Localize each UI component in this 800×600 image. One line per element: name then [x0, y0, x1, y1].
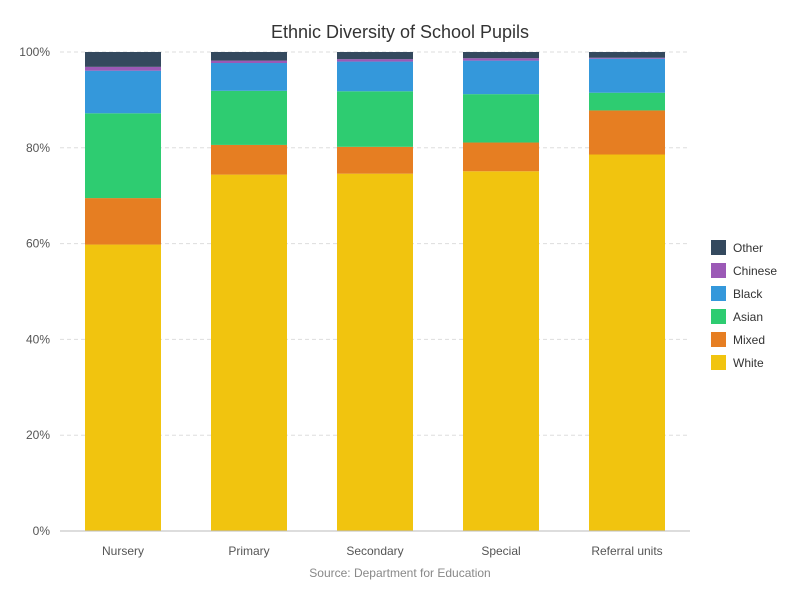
legend-label: Mixed [733, 333, 765, 347]
legend-label: Chinese [733, 264, 777, 278]
x-tick-label: Primary [228, 544, 269, 558]
bar-segment-white [211, 174, 287, 531]
bar-segment-white [589, 154, 665, 532]
bar-segment-chinese [337, 59, 413, 62]
bar-segment-black [337, 61, 413, 92]
legend-swatch-chinese [711, 263, 726, 278]
x-tick-label: Special [481, 544, 520, 558]
bar-segment-white [337, 173, 413, 531]
y-tick-label: 40% [26, 332, 50, 346]
bar-segment-black [211, 63, 287, 91]
legend-label: Other [733, 241, 763, 255]
legend-label: Black [733, 287, 763, 301]
x-tick-label: Secondary [346, 544, 403, 558]
bar-segment-asian [211, 90, 287, 145]
bar-segment-other [337, 52, 413, 60]
bar-segment-other [211, 52, 287, 61]
y-tick-label: 60% [26, 237, 50, 251]
bar-segment-asian [337, 91, 413, 147]
legend-swatch-white [711, 355, 726, 370]
bar-segment-other [463, 52, 539, 59]
legend-swatch-mixed [711, 332, 726, 347]
legend-swatch-asian [711, 309, 726, 324]
bar-segment-chinese [85, 66, 161, 71]
bar-segment-mixed [337, 146, 413, 174]
legend: Other Chinese Black Asian Mixed White [711, 240, 777, 370]
y-axis-ticks: 0% 20% 40% 60% 80% 100% [19, 45, 50, 538]
bar-segment-other [85, 52, 161, 67]
bar-segment-asian [85, 113, 161, 199]
legend-swatch-other [711, 240, 726, 255]
legend-label: Asian [733, 310, 763, 324]
bars [85, 52, 665, 532]
source-note: Source: Department for Education [309, 566, 490, 580]
x-tick-label: Referral units [591, 544, 662, 558]
bar-segment-chinese [211, 60, 287, 64]
bar-segment-chinese [463, 58, 539, 61]
chart-title: Ethnic Diversity of School Pupils [271, 22, 529, 42]
y-tick-label: 0% [33, 524, 51, 538]
bar-segment-asian [463, 94, 539, 143]
y-tick-label: 100% [19, 45, 50, 59]
bar-segment-mixed [589, 110, 665, 155]
bar-segment-other [589, 52, 665, 58]
x-axis-ticks: Nursery Primary Secondary Special Referral u… [102, 544, 663, 558]
bar-segment-mixed [463, 142, 539, 172]
bar-segment-black [589, 58, 665, 93]
bar-segment-black [85, 70, 161, 114]
bar-segment-black [463, 60, 539, 95]
legend-swatch-black [711, 286, 726, 301]
bar-segment-mixed [211, 144, 287, 175]
bar-segment-white [463, 171, 539, 531]
bar-segment-white [85, 244, 161, 532]
bar-segment-chinese [589, 57, 665, 59]
legend-label: White [733, 356, 764, 370]
x-tick-label: Nursery [102, 544, 144, 558]
bar-segment-mixed [85, 198, 161, 245]
y-tick-label: 20% [26, 428, 50, 442]
y-tick-label: 80% [26, 141, 50, 155]
bar-segment-asian [589, 92, 665, 111]
